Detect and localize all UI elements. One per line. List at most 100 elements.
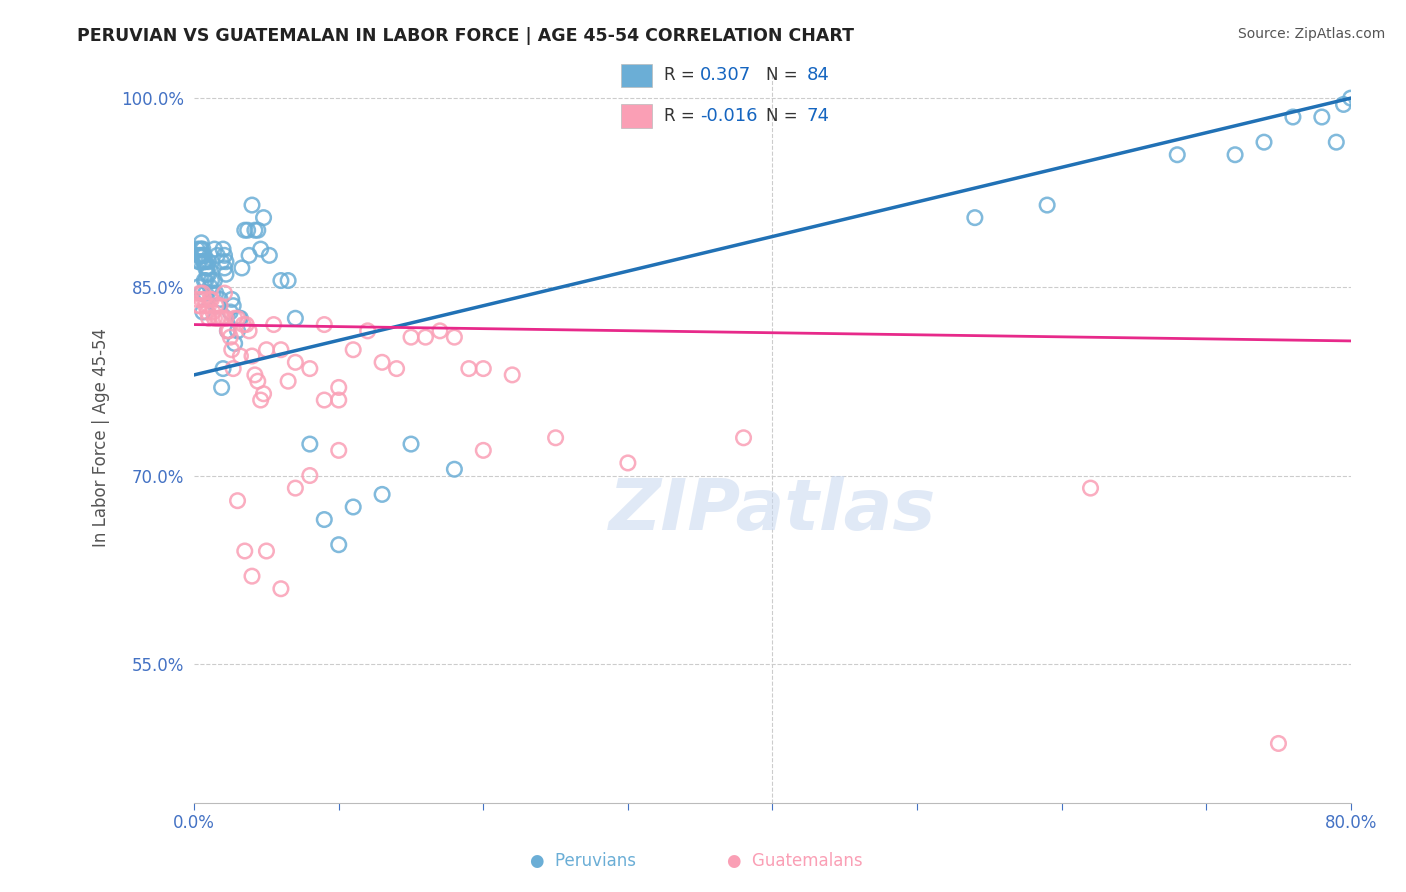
Point — [314, 512, 336, 526]
Point — [188, 254, 211, 268]
Text: -0.016: -0.016 — [700, 107, 758, 125]
Point — [277, 274, 299, 288]
Point — [205, 299, 228, 313]
Point — [218, 324, 240, 338]
Point — [1324, 135, 1347, 149]
Point — [215, 254, 238, 268]
Point — [256, 544, 278, 558]
Point — [219, 330, 242, 344]
Point — [236, 223, 259, 237]
Point — [186, 242, 208, 256]
Point — [1310, 110, 1333, 124]
Point — [1282, 110, 1305, 124]
Point — [270, 343, 292, 357]
Point — [188, 248, 211, 262]
Point — [209, 299, 232, 313]
Point — [399, 437, 422, 451]
Point — [197, 299, 219, 313]
Point — [328, 380, 350, 394]
Point — [229, 311, 252, 326]
Point — [197, 267, 219, 281]
Point — [328, 538, 350, 552]
Point — [263, 318, 285, 332]
Point — [298, 361, 321, 376]
Point — [252, 386, 274, 401]
Point — [314, 318, 336, 332]
Point — [472, 443, 495, 458]
Point — [211, 311, 233, 326]
Point — [188, 242, 211, 256]
Point — [188, 286, 211, 301]
Point — [215, 311, 238, 326]
Point — [209, 293, 232, 307]
Point — [1333, 97, 1355, 112]
Point — [190, 293, 212, 307]
Point — [217, 324, 239, 338]
Point — [270, 274, 292, 288]
Point — [472, 361, 495, 376]
Point — [195, 305, 218, 319]
Point — [221, 293, 243, 307]
Point — [195, 267, 218, 281]
Point — [457, 361, 479, 376]
Point — [194, 274, 217, 288]
Point — [733, 431, 755, 445]
Point — [963, 211, 986, 225]
Point — [256, 343, 278, 357]
Point — [191, 248, 214, 262]
Point — [214, 260, 236, 275]
Point — [190, 242, 212, 256]
Point — [212, 242, 235, 256]
Point — [246, 223, 269, 237]
Point — [232, 318, 254, 332]
Point — [385, 361, 408, 376]
Point — [1253, 135, 1275, 149]
Point — [243, 368, 266, 382]
Text: ●  Guatemalans: ● Guatemalans — [727, 852, 862, 870]
Point — [1267, 736, 1289, 750]
Text: PERUVIAN VS GUATEMALAN IN LABOR FORCE | AGE 45-54 CORRELATION CHART: PERUVIAN VS GUATEMALAN IN LABOR FORCE | … — [77, 27, 855, 45]
Point — [298, 437, 321, 451]
Point — [544, 431, 567, 445]
Point — [212, 311, 235, 326]
FancyBboxPatch shape — [621, 63, 652, 87]
Point — [443, 330, 465, 344]
Point — [197, 311, 219, 326]
Point — [371, 355, 394, 369]
Point — [212, 361, 235, 376]
Point — [208, 311, 231, 326]
Point — [190, 286, 212, 301]
Point — [201, 286, 224, 301]
Point — [1166, 147, 1188, 161]
Point — [415, 330, 437, 344]
Point — [197, 254, 219, 268]
Point — [443, 462, 465, 476]
Point — [342, 500, 364, 514]
Point — [191, 248, 214, 262]
Point — [198, 280, 221, 294]
Point — [231, 260, 253, 275]
Text: ZIPatlas: ZIPatlas — [609, 476, 936, 545]
Point — [221, 343, 243, 357]
Point — [249, 392, 271, 407]
Point — [226, 311, 249, 326]
Point — [190, 248, 212, 262]
Point — [193, 248, 215, 262]
Point — [214, 248, 236, 262]
Point — [187, 299, 209, 313]
Point — [222, 361, 245, 376]
Point — [194, 260, 217, 275]
Point — [211, 254, 233, 268]
Point — [1340, 91, 1362, 105]
Y-axis label: In Labor Force | Age 45-54: In Labor Force | Age 45-54 — [93, 328, 110, 548]
Point — [191, 286, 214, 301]
Point — [238, 248, 260, 262]
Point — [188, 299, 211, 313]
Point — [328, 392, 350, 407]
Point — [205, 286, 228, 301]
Point — [207, 299, 229, 313]
Point — [191, 254, 214, 268]
Point — [259, 248, 281, 262]
Point — [194, 299, 217, 313]
Point — [198, 293, 221, 307]
